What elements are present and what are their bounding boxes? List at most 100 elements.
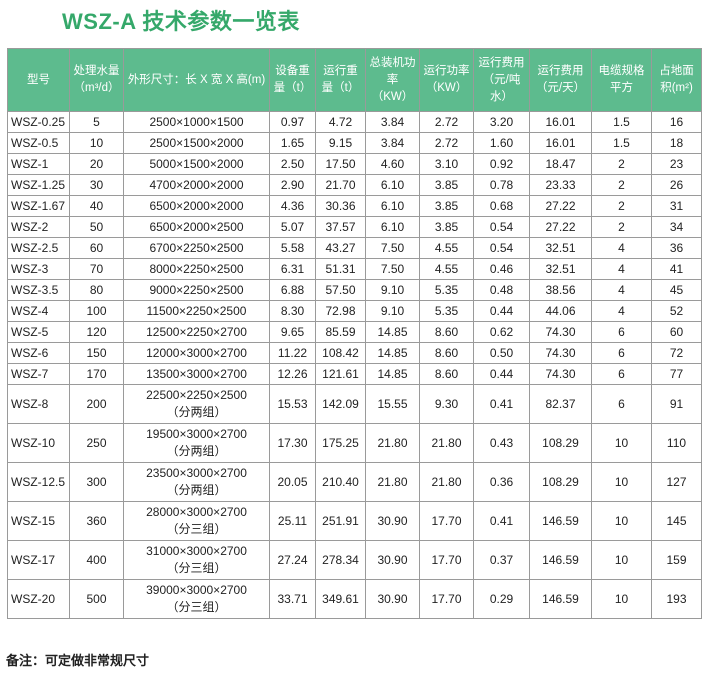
table-row: WSZ-3 70 8000×2250×2500 6.31 51.31 7.50 4.55 0.…	[7, 258, 702, 280]
table-cell: 33.71	[269, 579, 316, 619]
table-cell: 21.80	[419, 423, 474, 463]
page-title: WSZ-A 技术参数一览表	[62, 9, 300, 34]
table-cell: 2.72	[419, 111, 474, 133]
column-header: 总装机功率（KW）	[365, 48, 420, 112]
dimension-text: 22500×2250×2500	[146, 388, 247, 402]
table-cell: 20.05	[269, 462, 316, 502]
table-cell: 121.61	[315, 363, 366, 385]
model-cell: WSZ-5	[7, 321, 70, 343]
table-cell: 27.22	[529, 216, 592, 238]
table-cell: 278.34	[315, 540, 366, 580]
dimension-text: 8000×2250×2500	[149, 262, 244, 276]
table-cell: 27.22	[529, 195, 592, 217]
table-cell: 10	[69, 132, 124, 154]
table-cell: 17.70	[419, 540, 474, 580]
table-cell: 0.54	[473, 237, 530, 259]
table-cell: 3.85	[419, 216, 474, 238]
table-cell: 3.20	[473, 111, 530, 133]
group-note-text: （分两组）	[166, 444, 227, 458]
dimension-text: 2500×1000×1500	[149, 115, 244, 129]
dimension-cell: 6500×2000×2500	[123, 216, 270, 238]
model-cell: WSZ-1.25	[7, 174, 70, 196]
table-cell: 8.60	[419, 363, 474, 385]
table-cell: 77	[651, 363, 702, 385]
table-row: WSZ-7 170 13500×3000×2700 12.26 121.61 14.85 8…	[7, 363, 702, 385]
table-cell: 0.68	[473, 195, 530, 217]
dimension-cell: 19500×3000×2700 （分两组）	[123, 423, 270, 463]
table-header-row: 型号 处理水量（m³/d） 外形尺寸：长 X 宽 X 高(m) 设备重量（t） 运行重量…	[7, 48, 702, 112]
table-cell: 14.85	[365, 363, 420, 385]
table-cell: 4	[591, 258, 652, 280]
dimension-text: 19500×3000×2700	[146, 427, 247, 441]
table-cell: 6.10	[365, 216, 420, 238]
table-cell: 108.42	[315, 342, 366, 364]
table-cell: 10	[591, 540, 652, 580]
table-row: WSZ-15 360 28000×3000×2700 （分三组） 25.11 251.91…	[7, 501, 702, 541]
table-cell: 0.43	[473, 423, 530, 463]
table-cell: 23.33	[529, 174, 592, 196]
table-cell: 91	[651, 384, 702, 424]
column-header: 运行功率（KW）	[419, 48, 474, 112]
table-cell: 0.46	[473, 258, 530, 280]
table-cell: 5.07	[269, 216, 316, 238]
table-cell: 52	[651, 300, 702, 322]
table-cell: 0.44	[473, 363, 530, 385]
model-cell: WSZ-0.25	[7, 111, 70, 133]
dimension-cell: 39000×3000×2700 （分三组）	[123, 579, 270, 619]
table-cell: 50	[69, 216, 124, 238]
table-cell: 6	[591, 384, 652, 424]
table-cell: 14.85	[365, 321, 420, 343]
dimension-text: 6700×2250×2500	[149, 241, 244, 255]
model-cell: WSZ-3.5	[7, 279, 70, 301]
table-cell: 0.48	[473, 279, 530, 301]
dimension-cell: 4700×2000×2000	[123, 174, 270, 196]
table-row: WSZ-1.25 30 4700×2000×2000 2.90 21.70 6.10 3.8…	[7, 174, 702, 196]
table-cell: 0.41	[473, 501, 530, 541]
dimension-cell: 22500×2250×2500 （分两组）	[123, 384, 270, 424]
dimension-text: 5000×1500×2000	[149, 157, 244, 171]
dimension-text: 4700×2000×2000	[149, 178, 244, 192]
table-cell: 210.40	[315, 462, 366, 502]
table-cell: 0.62	[473, 321, 530, 343]
table-row: WSZ-1.67 40 6500×2000×2000 4.36 30.36 6.10 3.8…	[7, 195, 702, 217]
table-cell: 8.30	[269, 300, 316, 322]
table-cell: 36	[651, 237, 702, 259]
dimension-cell: 12000×3000×2700	[123, 342, 270, 364]
model-cell: WSZ-15	[7, 501, 70, 541]
dimension-cell: 31000×3000×2700 （分三组）	[123, 540, 270, 580]
table-cell: 40	[69, 195, 124, 217]
table-cell: 30.90	[365, 579, 420, 619]
table-cell: 43.27	[315, 237, 366, 259]
table-cell: 300	[69, 462, 124, 502]
table-cell: 0.54	[473, 216, 530, 238]
dimension-cell: 9000×2250×2500	[123, 279, 270, 301]
table-cell: 26	[651, 174, 702, 196]
table-cell: 17.70	[419, 501, 474, 541]
column-header: 型号	[7, 48, 70, 112]
table-cell: 108.29	[529, 462, 592, 502]
model-cell: WSZ-0.5	[7, 132, 70, 154]
table-cell: 72.98	[315, 300, 366, 322]
column-header: 外形尺寸：长 X 宽 X 高(m)	[123, 48, 270, 112]
table-cell: 4.36	[269, 195, 316, 217]
table-cell: 500	[69, 579, 124, 619]
table-cell: 4.72	[315, 111, 366, 133]
table-cell: 250	[69, 423, 124, 463]
table-cell: 60	[69, 237, 124, 259]
model-cell: WSZ-8	[7, 384, 70, 424]
table-cell: 1.65	[269, 132, 316, 154]
footnote: 备注：可定做非常规尺寸	[6, 653, 150, 668]
table-cell: 30.90	[365, 540, 420, 580]
table-cell: 4	[591, 279, 652, 301]
table-cell: 5.35	[419, 300, 474, 322]
table-cell: 45	[651, 279, 702, 301]
table-cell: 3.10	[419, 153, 474, 175]
table-cell: 108.29	[529, 423, 592, 463]
table-cell: 32.51	[529, 237, 592, 259]
table-cell: 3.84	[365, 111, 420, 133]
table-cell: 2.50	[269, 153, 316, 175]
dimension-cell: 5000×1500×2000	[123, 153, 270, 175]
column-header: 电缆规格平方	[591, 48, 652, 112]
table-cell: 0.29	[473, 579, 530, 619]
table-cell: 0.37	[473, 540, 530, 580]
